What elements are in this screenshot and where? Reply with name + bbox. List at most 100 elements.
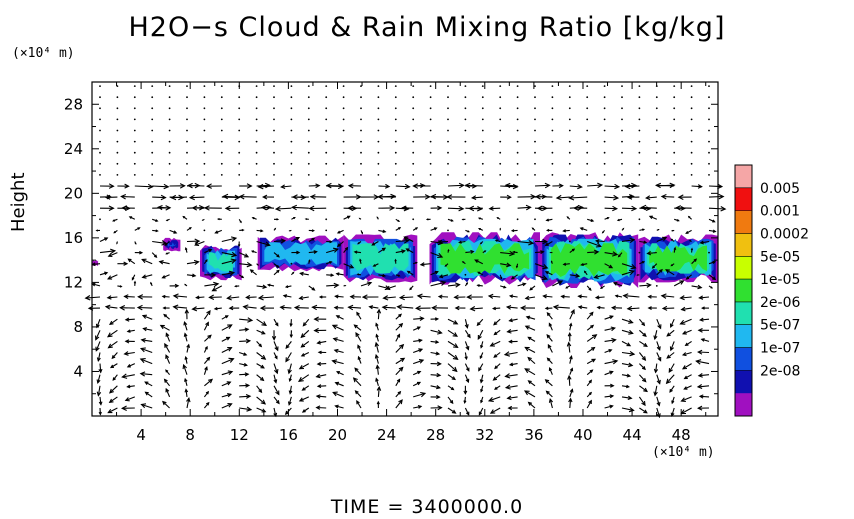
wind-vector <box>349 294 362 300</box>
wind-vector <box>224 205 240 212</box>
wind-vector <box>116 107 119 110</box>
wind-vector <box>133 129 136 132</box>
wind-vector <box>96 374 101 384</box>
wind-vector <box>140 403 153 409</box>
wind-vector <box>493 352 501 358</box>
wind-vector <box>360 118 362 121</box>
wind-vector <box>583 270 588 276</box>
wind-vector <box>98 407 102 416</box>
colorbar-label: 1e-05 <box>760 272 800 288</box>
wind-vector <box>412 151 415 154</box>
wind-vector <box>358 217 362 220</box>
wind-vector <box>551 174 554 176</box>
wind-vector <box>569 248 576 254</box>
wind-vector <box>256 240 271 247</box>
wind-vector <box>316 340 327 345</box>
wind-vector <box>116 140 119 143</box>
wind-vector <box>604 315 614 320</box>
x-tick-label: 36 <box>524 426 543 444</box>
wind-vector <box>580 262 588 267</box>
wind-vector <box>680 407 692 415</box>
wind-vector <box>603 174 606 176</box>
wind-vector <box>612 281 623 287</box>
wind-vector <box>527 336 536 342</box>
wind-vector <box>151 140 154 143</box>
wind-vector <box>326 261 333 265</box>
wind-vector <box>256 363 265 369</box>
wind-vector <box>638 96 641 99</box>
wind-vector <box>137 294 153 300</box>
wind-vector <box>478 407 484 416</box>
x-tick-label: 20 <box>328 426 347 444</box>
wind-vector <box>357 344 362 353</box>
wind-vector <box>353 250 362 254</box>
wind-vector <box>183 332 188 342</box>
wind-vector <box>488 206 501 211</box>
wind-vector <box>551 129 554 132</box>
wind-vector <box>308 229 316 233</box>
wind-vector <box>494 385 501 390</box>
wind-vector <box>256 352 267 360</box>
wind-vector <box>621 227 625 231</box>
wind-vector <box>301 385 310 391</box>
wind-vector <box>690 162 693 165</box>
wind-vector <box>290 85 293 87</box>
wind-vector <box>168 162 171 165</box>
wind-vector <box>238 252 250 258</box>
wind-vector <box>595 238 605 244</box>
wind-vector <box>168 140 171 143</box>
wind-vector <box>256 329 266 335</box>
wind-vector <box>307 107 310 110</box>
x-tick-label: 16 <box>279 426 298 444</box>
wind-vector <box>656 396 661 407</box>
wind-vector <box>403 236 414 242</box>
wind-vector <box>273 96 275 99</box>
wind-vector <box>463 385 468 395</box>
wind-vector <box>394 96 397 99</box>
wind-vector <box>121 205 135 211</box>
wind-vector <box>186 107 188 110</box>
wind-vector <box>204 248 213 254</box>
wind-vector <box>250 250 257 254</box>
wind-vector <box>307 140 310 143</box>
wind-vector <box>516 162 519 165</box>
wind-vector <box>237 241 241 248</box>
wind-vector <box>586 324 595 331</box>
wind-vector <box>119 305 135 311</box>
wind-vector <box>568 240 571 243</box>
wind-vector <box>133 140 136 143</box>
wind-vector <box>534 85 536 87</box>
wind-vector <box>406 270 414 276</box>
wind-vector <box>499 162 502 165</box>
wind-vector <box>517 282 527 287</box>
wind-vector <box>360 281 373 287</box>
wind-vector <box>375 333 379 342</box>
wind-vector <box>621 118 623 121</box>
wind-vector <box>507 405 518 411</box>
wind-vector <box>621 107 623 110</box>
wind-vector <box>273 318 279 327</box>
wind-vector <box>186 396 191 409</box>
wind-vector <box>116 241 118 245</box>
wind-vector <box>566 341 572 353</box>
wind-vector <box>221 236 238 243</box>
wind-vector <box>333 348 344 354</box>
wind-vector <box>220 162 223 165</box>
wind-vector <box>508 294 518 299</box>
wind-vector <box>165 332 171 342</box>
wind-vector <box>285 352 292 363</box>
wind-vector <box>569 388 574 398</box>
wind-vector <box>273 269 280 276</box>
wind-vector <box>545 218 553 222</box>
wind-vector <box>394 107 397 110</box>
wind-vector <box>552 304 570 310</box>
colorbar-label: 0.001 <box>760 204 800 220</box>
wind-vector <box>463 396 467 405</box>
wind-vector <box>447 374 457 381</box>
wind-vector <box>510 274 518 280</box>
wind-vector <box>256 263 259 266</box>
wind-vector <box>287 396 292 406</box>
wind-vector <box>165 218 170 222</box>
wind-vector <box>133 107 136 110</box>
wind-vector <box>204 334 212 342</box>
